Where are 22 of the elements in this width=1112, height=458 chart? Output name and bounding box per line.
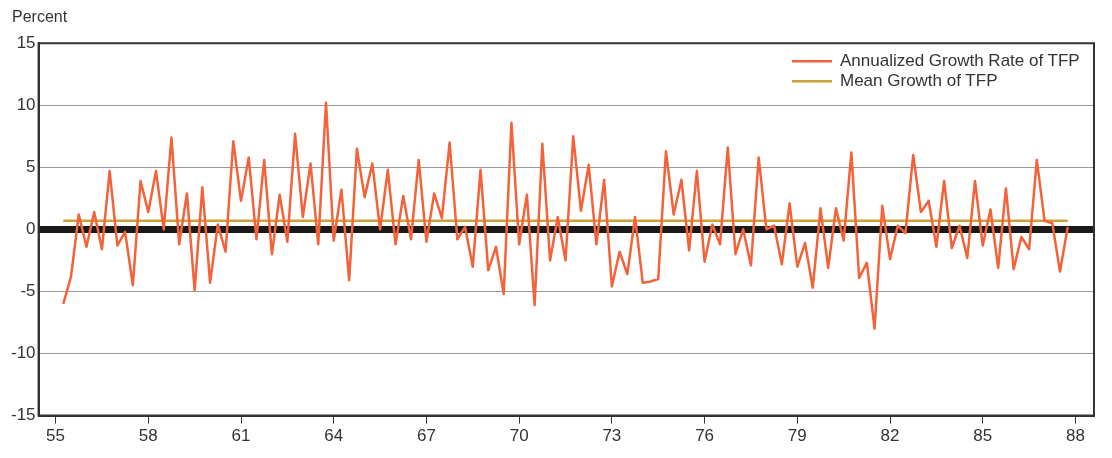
x-tick-label: 79 (787, 426, 807, 446)
y-tick-label: 10 (16, 94, 36, 114)
legend-label: Annualized Growth Rate of TFP (840, 50, 1080, 70)
legend-label: Mean Growth of TFP (840, 70, 998, 90)
x-tick-label: 61 (231, 426, 251, 446)
y-tick-label: -5 (20, 281, 36, 301)
x-tick-label: 73 (602, 426, 622, 446)
y-tick-label: 0 (26, 219, 36, 239)
y-tick-label: -10 (10, 343, 36, 363)
y-tick-label: -15 (10, 405, 36, 425)
x-tick-label: 67 (416, 426, 436, 446)
x-tick-label: 58 (138, 426, 158, 446)
y-axis-title: Percent (12, 8, 69, 27)
x-tick-label: 82 (880, 426, 900, 446)
y-tick-label: 15 (16, 32, 36, 52)
x-tick-label: 85 (973, 426, 993, 446)
x-tick-label: 76 (695, 426, 715, 446)
x-tick-label: 70 (509, 426, 529, 446)
x-tick-label: 55 (46, 426, 66, 446)
x-tick-label: 88 (1066, 426, 1085, 446)
y-tick-label: 5 (26, 157, 36, 177)
x-tick-label: 64 (324, 426, 344, 446)
